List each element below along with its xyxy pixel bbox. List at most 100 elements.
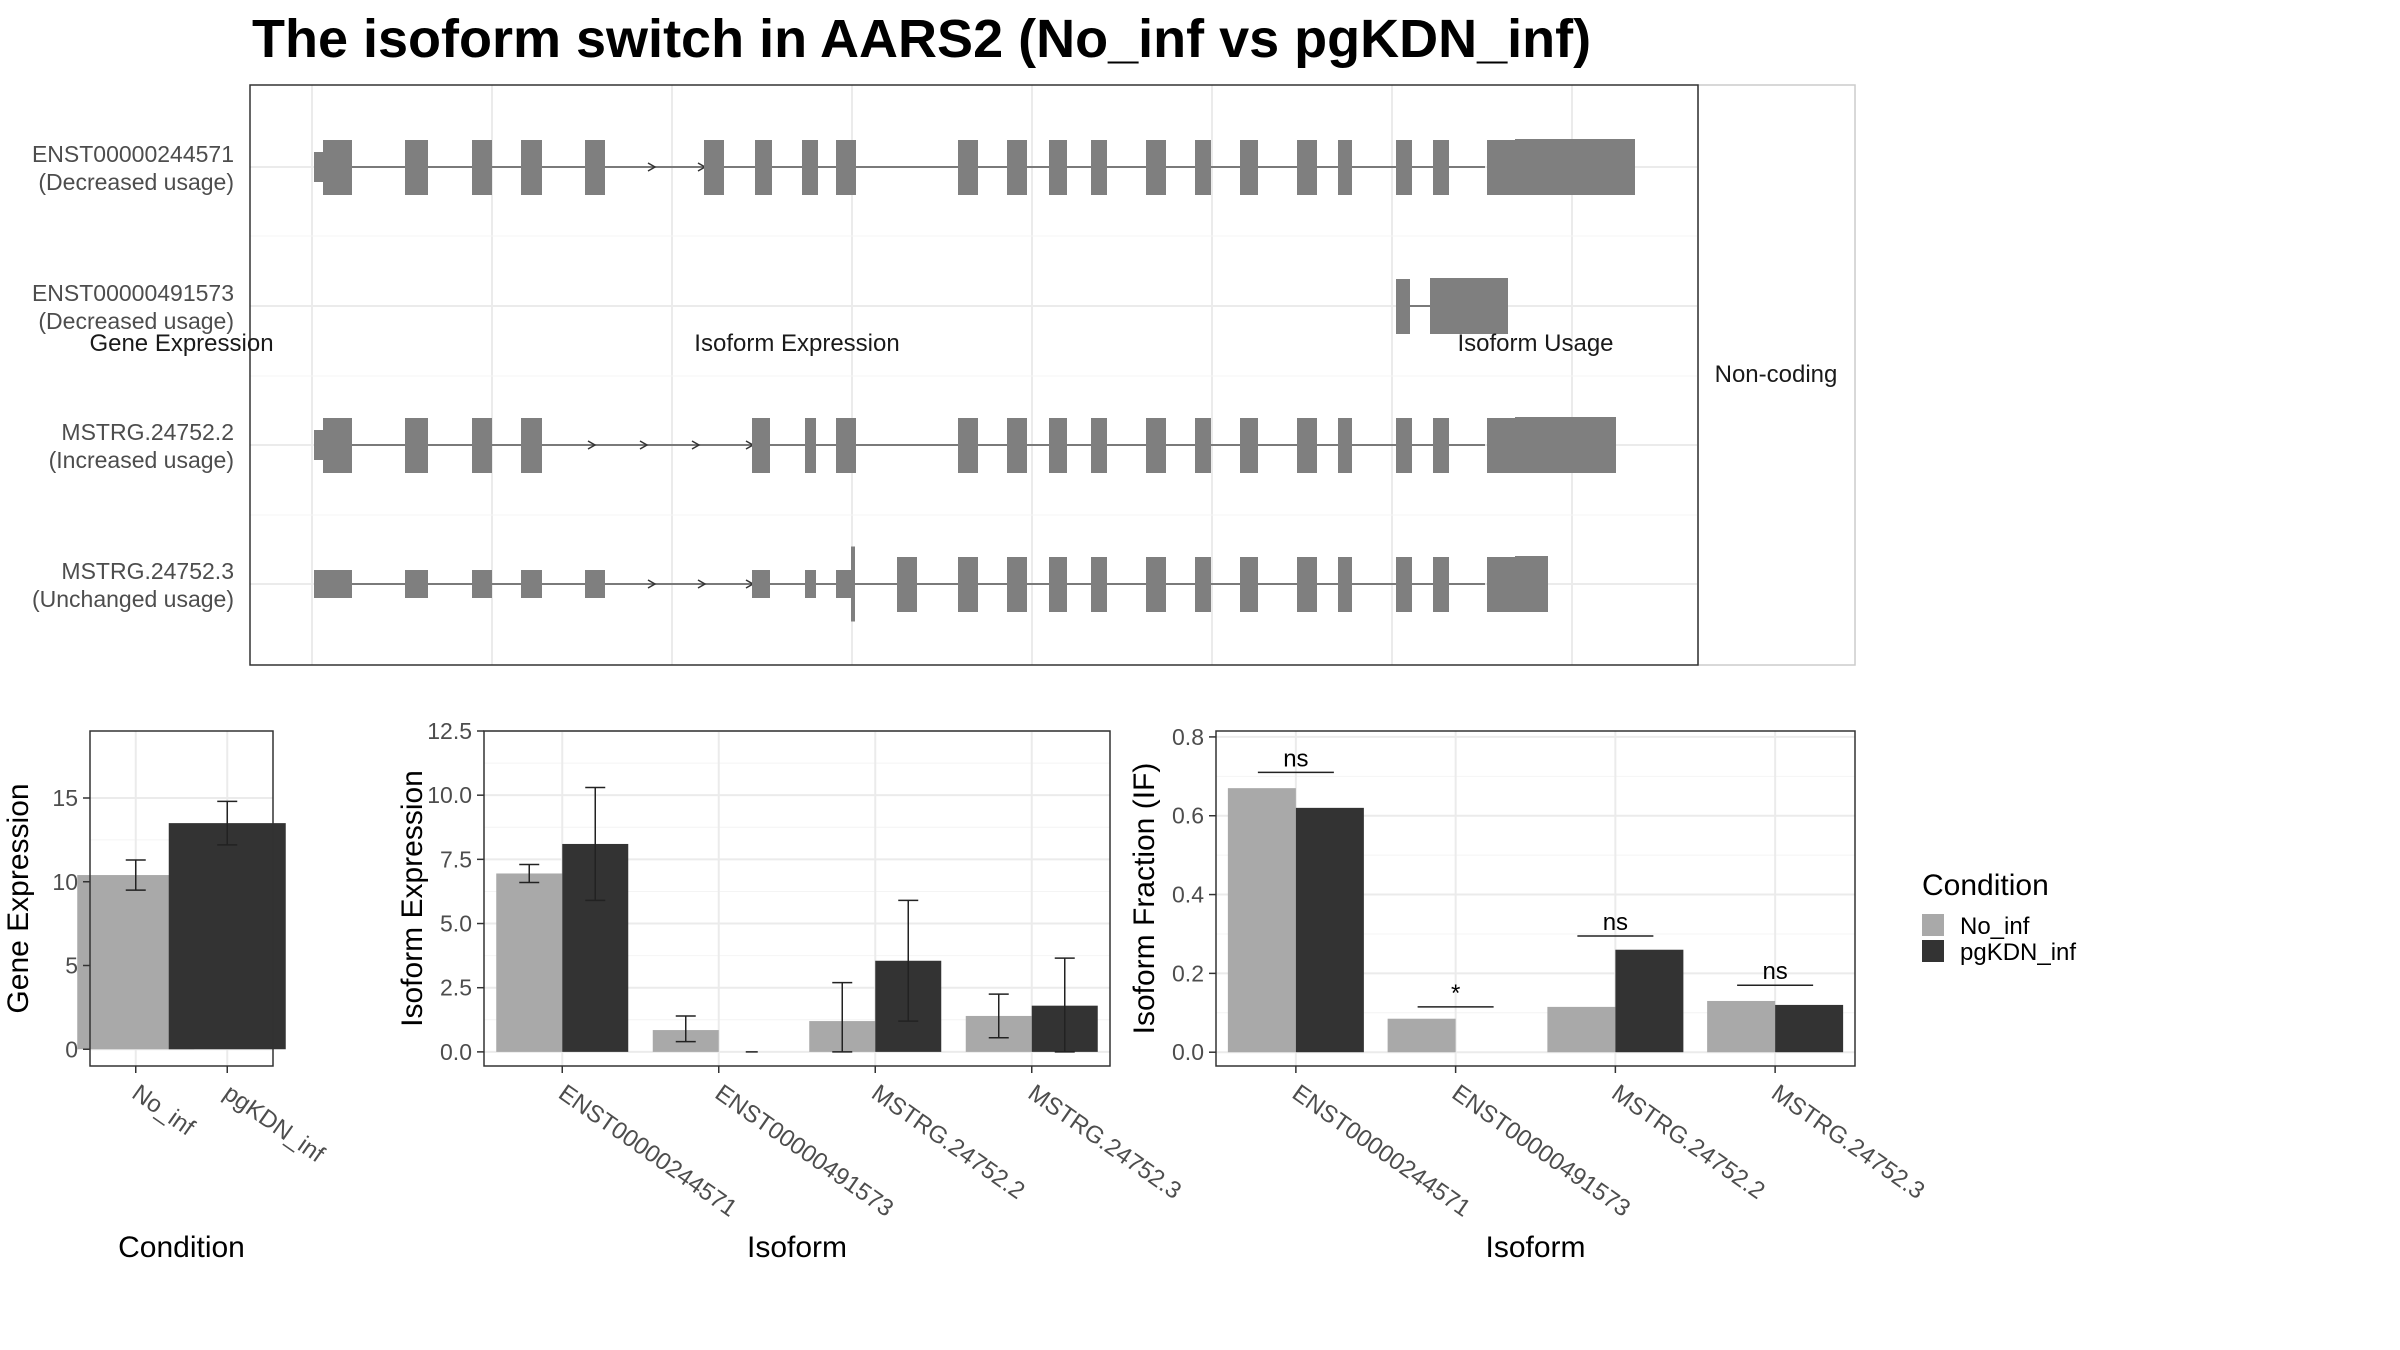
isoform-label-2-id: MSTRG.24752.2 <box>61 419 234 445</box>
exon <box>1396 418 1412 473</box>
exon <box>1338 140 1352 195</box>
exon <box>472 140 492 195</box>
isoform-expression-chart: Isoform Expression 0.0 2.5 5.0 7.5 10.0 12.5 EN… <box>396 330 1186 1264</box>
error-bar <box>1054 957 1075 1053</box>
structure-panel-border <box>249 84 1699 666</box>
exon <box>897 557 917 612</box>
y-tick-label: 0 <box>65 1036 78 1062</box>
error-bar <box>898 899 919 1022</box>
exon-utr <box>405 570 428 598</box>
y-tick-label: 10 <box>52 869 78 895</box>
x-tick-label: MSTRG.24752.2 <box>867 1079 1030 1204</box>
exon <box>1007 140 1027 195</box>
exon <box>521 140 542 195</box>
transcript-model-3 <box>314 546 1548 622</box>
y-tick-label: 0.8 <box>1172 724 1204 750</box>
exon <box>1195 140 1211 195</box>
exon <box>472 418 492 473</box>
exon <box>1195 418 1211 473</box>
exon <box>1487 418 1516 473</box>
exon <box>958 140 978 195</box>
panel-border <box>483 730 1111 1067</box>
bars <box>77 823 286 1050</box>
exon-utr <box>1515 417 1616 473</box>
y-tick-label: 0.0 <box>440 1039 472 1065</box>
bar-No_inf-MSTRG.24752.3 <box>1707 1000 1776 1053</box>
exon <box>585 140 605 195</box>
exon <box>805 418 816 473</box>
intron-arrow <box>639 440 649 450</box>
legend-label-no-inf: No_inf <box>1960 913 2030 940</box>
panel-border <box>89 730 274 1067</box>
exon <box>1396 279 1410 334</box>
significance-label: ns <box>1762 958 1787 985</box>
exon-utr <box>1515 556 1548 612</box>
isoform-label-3-id: MSTRG.24752.3 <box>61 558 234 584</box>
error-bars <box>519 786 1075 1053</box>
error-bar <box>519 863 540 884</box>
facet-title: Gene Expression <box>89 330 273 357</box>
x-axis: No_inf pgKDN_inf <box>127 1066 329 1168</box>
x-axis-title: Condition <box>118 1231 245 1264</box>
exon-utr <box>805 570 816 598</box>
y-tick-label: 0.0 <box>1172 1039 1204 1065</box>
bar-pgKDN_inf <box>168 823 286 1050</box>
significance-label: * <box>1451 980 1460 1007</box>
exon-utr <box>314 430 324 460</box>
x-tick-label: MSTRG.24752.3 <box>1023 1079 1186 1204</box>
bar-No_inf-ENST00000244571 <box>496 873 563 1052</box>
exon <box>405 418 428 473</box>
x-axis-title: Isoform <box>1485 1231 1585 1264</box>
bar-No_inf-ENST00000244571 <box>1227 788 1296 1053</box>
exon <box>1338 557 1352 612</box>
page-title: The isoform switch in AARS2 (No_inf vs p… <box>252 9 1591 69</box>
bar-pgKDN_inf-MSTRG.24752.2 <box>1615 949 1684 1053</box>
transcript-model-2 <box>314 417 1616 473</box>
y-axis: 0 5 10 15 <box>52 785 90 1062</box>
exon <box>802 140 818 195</box>
error-bar <box>125 859 146 891</box>
exon <box>323 418 352 473</box>
legend-label-pgkdn-inf: pgKDN_inf <box>1960 939 2076 966</box>
exon <box>1433 140 1449 195</box>
legend: Condition No_inf pgKDN_inf <box>1922 869 2076 966</box>
x-tick-label: pgKDN_inf <box>219 1079 330 1168</box>
exon <box>755 140 772 195</box>
isoform-label-0-usage: (Decreased usage) <box>38 169 234 195</box>
exon <box>1049 557 1067 612</box>
facet-title: Isoform Expression <box>694 330 899 357</box>
isoform-label-1-usage: (Decreased usage) <box>38 308 234 334</box>
isoform-label-1-id: ENST00000491573 <box>32 280 234 306</box>
exon-utr <box>752 570 770 598</box>
intron-arrow <box>587 440 597 450</box>
exon <box>1240 140 1258 195</box>
exon-utr <box>314 570 352 598</box>
y-tick-label: 5 <box>65 953 78 979</box>
exon-utr <box>472 570 492 598</box>
error-bar <box>585 786 606 902</box>
bars <box>496 843 1098 1052</box>
y-axis-title: Isoform Expression <box>396 770 429 1027</box>
exon <box>958 557 978 612</box>
exon <box>1396 140 1412 195</box>
exon <box>1049 140 1067 195</box>
exon-utr <box>1515 139 1635 195</box>
exon <box>1338 418 1352 473</box>
exon <box>1146 557 1166 612</box>
exon <box>704 140 724 195</box>
error-bars <box>125 800 238 891</box>
exon <box>1007 557 1027 612</box>
exon <box>1487 557 1516 612</box>
intron-arrow <box>697 579 707 589</box>
exon-utr <box>314 152 324 182</box>
y-tick-label: 10.0 <box>427 782 472 808</box>
error-bar <box>988 993 1009 1039</box>
exon <box>1146 140 1166 195</box>
exon-utr <box>521 570 542 598</box>
panel-border <box>1215 730 1856 1067</box>
x-axis-title: Isoform <box>747 1231 847 1264</box>
gene-expression-chart: Gene Expression 0 5 10 15 No_inf pgKDN_inf Gene… <box>2 330 329 1264</box>
exon <box>1487 140 1516 195</box>
exon <box>1433 418 1449 473</box>
